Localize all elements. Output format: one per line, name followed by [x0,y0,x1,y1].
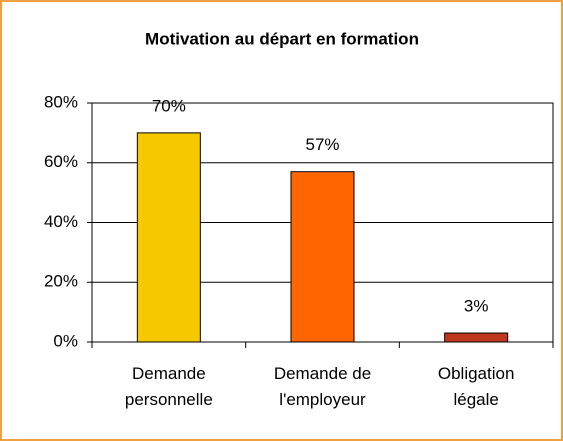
data-label: 57% [305,135,339,154]
y-tick-label: 60% [44,152,78,171]
chart-title: Motivation au départ en formation [145,29,419,48]
x-tick-label: Demande de l'employeur [274,364,371,409]
bar [136,132,201,343]
y-tick-label: 80% [44,92,78,111]
y-tick-label: 20% [44,272,78,291]
y-tick-label: 40% [44,212,78,231]
bar [444,332,509,343]
y-tick-label: 0% [53,331,78,350]
x-tick-label: Demande personnelle [125,364,213,409]
bar [290,171,355,343]
x-tick-label: Obligation légale [438,364,515,409]
data-label: 70% [152,96,186,115]
data-label: 3% [464,297,489,316]
